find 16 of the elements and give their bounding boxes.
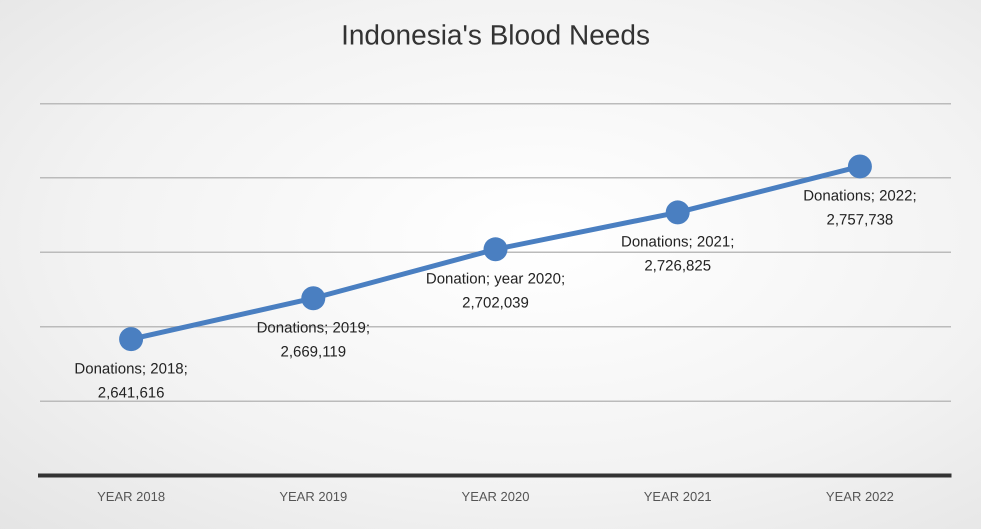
x-tick-label: YEAR 2022 xyxy=(826,488,894,504)
chart-title: Indonesia's Blood Needs xyxy=(341,20,650,51)
x-tick-label: YEAR 2018 xyxy=(97,488,166,504)
point xyxy=(484,237,508,262)
point xyxy=(301,286,326,310)
data-label: Donations; 2022; 2,757,738 xyxy=(803,188,917,229)
x-tick-label: YEAR 2021 xyxy=(644,488,712,504)
point xyxy=(119,327,144,352)
data-label: Donation; year 2020; 2,702,039 xyxy=(426,270,566,312)
data-label: Donations; 2019; 2,669,119 xyxy=(256,319,370,360)
point xyxy=(848,154,872,178)
data-label: Donations; 2018; 2,641,616 xyxy=(74,360,188,402)
data-label: Donations; 2021; 2,726,825 xyxy=(620,234,734,275)
point xyxy=(666,200,690,224)
x-tick-label: YEAR 2020 xyxy=(462,488,530,504)
x-tick-label: YEAR 2019 xyxy=(279,488,348,504)
